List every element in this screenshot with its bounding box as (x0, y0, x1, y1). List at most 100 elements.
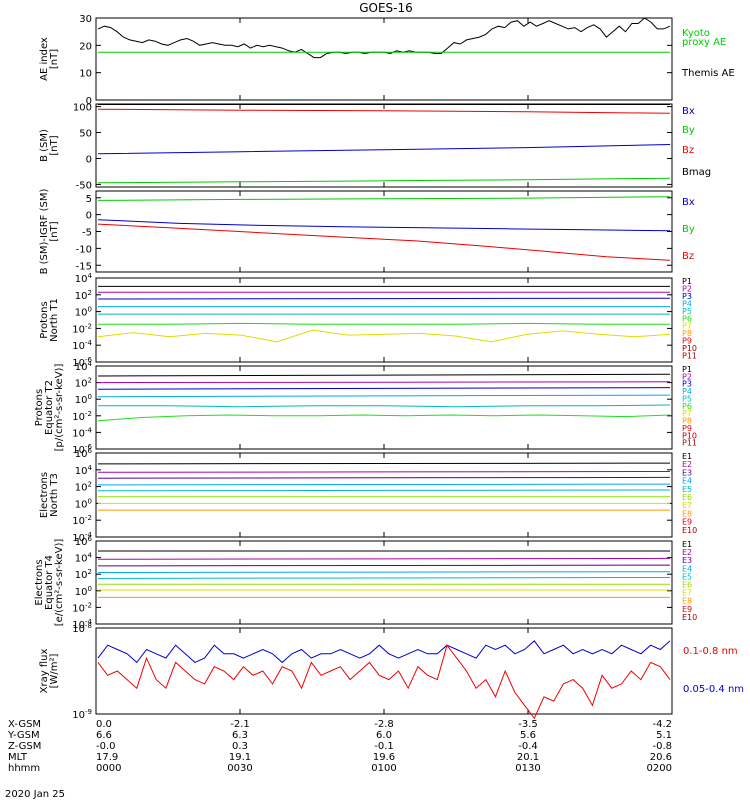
footer-value: -3.5 (518, 719, 538, 730)
footer-value: -0.4 (518, 741, 538, 752)
series-bx (97, 219, 671, 232)
y-tick-label: 106 (75, 535, 93, 548)
footer-row-label: hhmm (8, 763, 40, 774)
legend-entry: P3 (682, 292, 692, 301)
legend-entry: E3 (682, 468, 692, 477)
footer-value: 6.6 (96, 730, 112, 741)
legend-entry: Bz (682, 145, 694, 156)
legend-entry: P1 (682, 277, 692, 286)
series-0-05-0-4-nm (97, 640, 671, 664)
y-tick-label: -15 (76, 261, 92, 272)
legend-entry: P9 (682, 424, 692, 433)
footer-value: 19.1 (229, 752, 251, 763)
panel-bdiff: -15 -10 -5 0 5 B (SM)-IGRF (SM) [nT] Bx By Bz (39, 189, 695, 275)
y-tick-label: 102 (75, 568, 92, 581)
panel-frame (95, 103, 673, 188)
footer-value: 20.6 (650, 752, 672, 763)
footer-value: -2.1 (230, 719, 250, 730)
series-e2 (97, 471, 671, 473)
footer-value: 0030 (227, 763, 252, 774)
legend-entry: E5 (682, 485, 692, 494)
legend-entry: P6 (682, 314, 692, 323)
legend-entry: Themis AE (681, 68, 735, 79)
series-e1 (97, 462, 671, 465)
footer-value: 0.3 (232, 741, 248, 752)
legend-entry: Bx (682, 106, 695, 117)
legend-entry: P10 (682, 431, 697, 440)
series-e5 (97, 489, 671, 492)
y-axis-label: Electrons (34, 559, 45, 605)
series-e2 (97, 557, 671, 560)
footer-value: 0.0 (96, 719, 112, 730)
footer-value: 0000 (96, 763, 121, 774)
y-tick-label: 10-2 (72, 322, 92, 335)
y-axis-label: Equator T4 (44, 555, 55, 610)
footer-value: 5.1 (656, 730, 672, 741)
footer-value: -0.8 (652, 741, 672, 752)
footer-row-label: X-GSM (8, 719, 41, 730)
series-p6 (98, 322, 670, 325)
panel-frame (95, 277, 673, 363)
legend-entry: Bx (682, 197, 695, 208)
y-tick-label: -10 (76, 244, 92, 255)
footer-value: -4.2 (652, 719, 672, 730)
legend-entry: E8 (682, 509, 692, 518)
series-e3 (97, 564, 671, 567)
legend-entry: P2 (682, 284, 692, 293)
y-axis-label: AE index (39, 37, 50, 81)
footer-table: X-GSM 0.0 -2.1 -2.8 -3.5 -4.2 Y-GSM 6.6 6.3 6.0 5.… (7, 719, 672, 774)
y-axis-label: [nT] (49, 49, 60, 69)
y-axis-label: Protons (34, 389, 45, 426)
series-themis-ae (97, 17, 671, 59)
y-tick-label: 102 (75, 481, 92, 494)
panel-frame (95, 365, 673, 450)
y-tick-label: 10-4 (72, 426, 92, 439)
legend-entry: 0.1-0.8 nm (683, 646, 738, 657)
panel-frame (95, 540, 673, 625)
y-tick-label: 104 (75, 552, 93, 565)
series-by (97, 196, 671, 201)
y-tick-label: 102 (75, 377, 92, 390)
y-axis-label: Xray flux (39, 649, 50, 694)
footer-row-label: Y-GSM (7, 730, 40, 741)
footer-value: 0200 (647, 763, 672, 774)
legend-entry: P10 (682, 344, 697, 353)
legend-entry: P11 (682, 439, 697, 448)
legend-entry: P6 (682, 402, 692, 411)
legend-entry: E9 (682, 605, 692, 614)
legend-entry: P9 (682, 337, 692, 346)
legend-entry: P1 (682, 365, 692, 374)
footer-value: 17.9 (96, 752, 118, 763)
legend-entry: P8 (682, 417, 692, 426)
legend-entry: By (682, 125, 695, 136)
legend-entry: P4 (682, 299, 692, 308)
legend-entry: P11 (682, 352, 697, 361)
y-tick-label: 10-9 (72, 708, 92, 721)
series-p3 (97, 387, 671, 390)
series-p2 (97, 381, 671, 384)
series-p1 (97, 373, 671, 377)
y-tick-label: 10-2 (72, 410, 92, 423)
legend-entry: E7 (682, 589, 692, 598)
panel-bsm: -50 0 50 100 B (SM) [nT] Bx By Bz Bmag (39, 103, 711, 192)
legend-entry: P8 (682, 329, 692, 338)
series-0-1-0-8-nm (97, 644, 671, 720)
series-bx (97, 144, 671, 155)
legend-entry: Kyoto (682, 28, 710, 39)
series-p7 (97, 329, 671, 343)
panel-frame (95, 190, 673, 273)
footer-value: 6.0 (376, 730, 392, 741)
legend-entry: E5 (682, 572, 692, 581)
footer-value: -0.1 (374, 741, 394, 752)
y-tick-label: 10-2 (72, 601, 92, 614)
y-tick-label: 50 (79, 129, 92, 140)
series-by (97, 177, 671, 184)
legend-entry: E4 (682, 477, 692, 486)
y-tick-label: 10-8 (72, 622, 92, 635)
y-axis-label: B (SM) (39, 129, 50, 162)
